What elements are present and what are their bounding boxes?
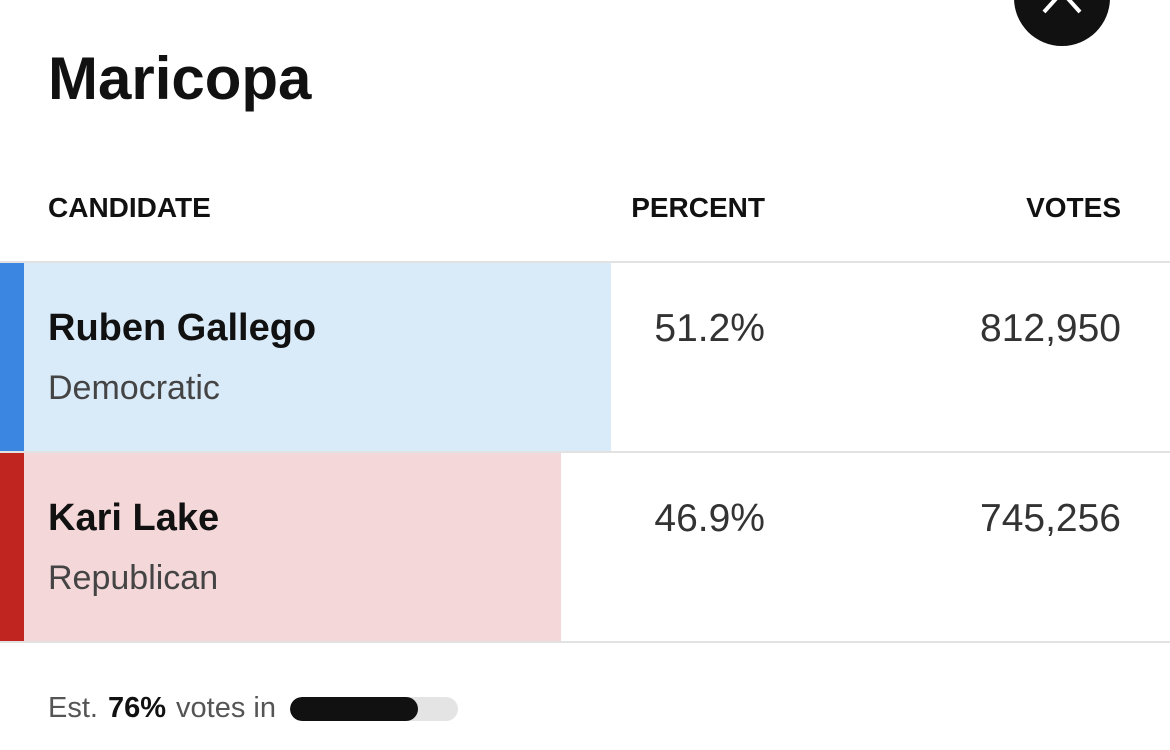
percent: 46.9%: [654, 497, 765, 540]
est-prefix: Est.: [48, 692, 98, 724]
percent-shade: [24, 453, 562, 641]
votes: 812,950: [980, 307, 1121, 350]
column-header: VOTES: [1026, 192, 1121, 223]
progress-bar: [289, 696, 458, 721]
footer: Est. 76% votes in: [48, 692, 458, 725]
party-strip: [0, 263, 24, 451]
candidate-party: Democratic: [48, 369, 220, 407]
column-header: PERCENT: [631, 192, 765, 223]
candidate-row: Ruben Gallego Democratic 51.2% 812,950: [0, 261, 1170, 451]
progress-fill: [289, 696, 418, 721]
party-strip: [0, 453, 24, 641]
candidate-party: Republican: [48, 559, 219, 597]
close-icon: [1042, 0, 1082, 14]
column-header: CANDIDATE: [48, 192, 211, 223]
candidate-name: Ruben Gallego: [48, 307, 317, 349]
close-button[interactable]: [1014, 0, 1110, 46]
percent: 51.2%: [654, 307, 765, 350]
row-divider: [0, 641, 1170, 643]
title: Maricopa: [48, 45, 312, 112]
est-percent: 76%: [107, 692, 167, 724]
candidate-name: Kari Lake: [48, 497, 220, 539]
candidate-row: Kari Lake Republican 46.9% 745,256: [0, 451, 1170, 641]
percent-shade: [24, 263, 611, 451]
votes: 745,256: [980, 497, 1121, 540]
est-suffix: votes in: [176, 692, 276, 724]
